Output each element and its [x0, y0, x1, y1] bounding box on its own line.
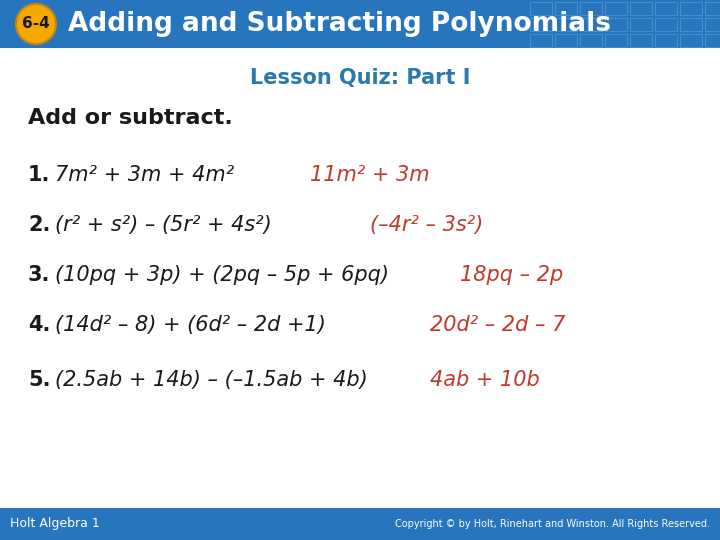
Text: 7m² + 3m + 4m²: 7m² + 3m + 4m²: [55, 165, 234, 185]
Text: Lesson Quiz: Part I: Lesson Quiz: Part I: [250, 68, 470, 88]
Text: (–4r² – 3s²): (–4r² – 3s²): [370, 215, 483, 235]
Circle shape: [16, 4, 56, 44]
Text: 2.: 2.: [28, 215, 50, 235]
Text: 4ab + 10b: 4ab + 10b: [430, 370, 540, 390]
FancyBboxPatch shape: [0, 508, 720, 540]
Text: Add or subtract.: Add or subtract.: [28, 108, 233, 128]
Text: 11m² + 3m: 11m² + 3m: [310, 165, 430, 185]
Text: 18pq – 2p: 18pq – 2p: [460, 265, 563, 285]
Text: (2.5ab + 14b) – (–1.5ab + 4b): (2.5ab + 14b) – (–1.5ab + 4b): [55, 370, 368, 390]
Text: 6-4: 6-4: [22, 17, 50, 31]
Text: 3.: 3.: [28, 265, 50, 285]
Text: Adding and Subtracting Polynomials: Adding and Subtracting Polynomials: [68, 11, 611, 37]
Text: (r² + s²) – (5r² + 4s²): (r² + s²) – (5r² + 4s²): [55, 215, 271, 235]
Text: Copyright © by Holt, Rinehart and Winston. All Rights Reserved.: Copyright © by Holt, Rinehart and Winsto…: [395, 519, 710, 529]
FancyBboxPatch shape: [0, 0, 720, 48]
Text: Holt Algebra 1: Holt Algebra 1: [10, 517, 100, 530]
Text: (14d² – 8) + (6d² – 2d +1): (14d² – 8) + (6d² – 2d +1): [55, 315, 326, 335]
Text: 20d² – 2d – 7: 20d² – 2d – 7: [430, 315, 565, 335]
Text: 1.: 1.: [28, 165, 50, 185]
Text: (10pq + 3p) + (2pq – 5p + 6pq): (10pq + 3p) + (2pq – 5p + 6pq): [55, 265, 389, 285]
Text: 4.: 4.: [28, 315, 50, 335]
Text: 5.: 5.: [28, 370, 50, 390]
